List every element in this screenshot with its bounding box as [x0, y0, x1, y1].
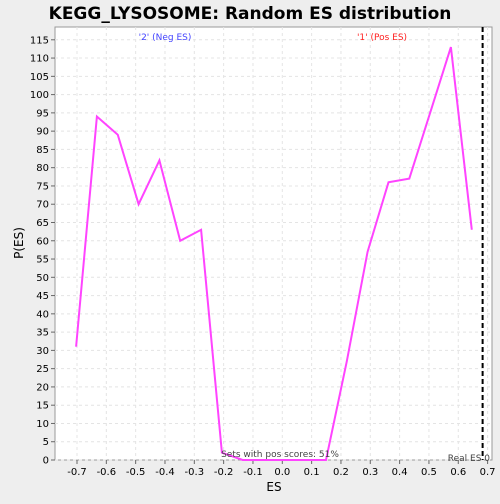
- y-tick-label: 0: [43, 456, 49, 467]
- y-axis-label: P(ES): [12, 227, 26, 259]
- x-tick-label: 0.2: [333, 467, 349, 478]
- x-tick-label: -0.2: [214, 467, 234, 478]
- x-tick-label: -0.7: [67, 467, 87, 478]
- y-tick-label: 85: [36, 145, 49, 156]
- y-tick-label: 80: [36, 163, 49, 174]
- y-tick-label: 45: [36, 291, 49, 302]
- y-tick-label: 55: [36, 255, 49, 266]
- y-tick-label: 110: [30, 54, 49, 65]
- y-tick-label: 25: [36, 364, 49, 375]
- y-tick-label: 15: [36, 401, 49, 412]
- axes: 0 5 10 15 20 25 30 35 40 45 50 55 60 65 70 75 80 85 90 95 10…: [30, 35, 496, 478]
- x-tick-label: 0.6: [450, 467, 466, 478]
- x-tick-label: 0.0: [274, 467, 290, 478]
- y-tick-label: 90: [36, 127, 49, 138]
- y-tick-label: 10: [36, 419, 49, 430]
- y-tick-label: 100: [30, 90, 49, 101]
- neg-es-label: '2' (Neg ES): [139, 33, 192, 43]
- x-tick-label: 0.5: [421, 467, 437, 478]
- x-tick-label: -0.6: [97, 467, 117, 478]
- pos-es-label: '1' (Pos ES): [357, 33, 407, 43]
- x-tick-label: 0.1: [304, 467, 320, 478]
- y-tick-label: 75: [36, 181, 49, 192]
- x-tick-label: 0.3: [362, 467, 378, 478]
- y-tick-label: 40: [36, 309, 49, 320]
- y-tick-label: 30: [36, 346, 49, 357]
- y-tick-label: 105: [30, 72, 49, 83]
- y-tick-label: 20: [36, 382, 49, 393]
- y-tick-label: 35: [36, 328, 49, 339]
- x-tick-label: -0.3: [185, 467, 205, 478]
- real-es-label: Real ES 0: [448, 454, 491, 464]
- plot-area: [54, 26, 493, 461]
- series-line: [75, 46, 473, 461]
- y-tick-label: 70: [36, 200, 49, 211]
- y-tick-label: 60: [36, 236, 49, 247]
- y-tick-label: 115: [30, 35, 49, 46]
- y-tick-label: 95: [36, 108, 49, 119]
- x-tick-label: -0.1: [243, 467, 263, 478]
- data-layer: [75, 27, 484, 461]
- x-tick-label: 0.7: [480, 467, 496, 478]
- x-axis-label: ES: [266, 480, 281, 494]
- x-tick-label: -0.5: [126, 467, 146, 478]
- grid-lines: [55, 27, 492, 461]
- y-tick-label: 65: [36, 218, 49, 229]
- y-tick-label: 5: [43, 437, 49, 448]
- pos-scores-annotation: Sets with pos scores: 51%: [221, 450, 339, 460]
- x-tick-label: -0.4: [155, 467, 175, 478]
- x-tick-label: 0.4: [392, 467, 408, 478]
- chart-title: KEGG_LYSOSOME: Random ES distribution: [49, 4, 452, 24]
- y-tick-label: 50: [36, 273, 49, 284]
